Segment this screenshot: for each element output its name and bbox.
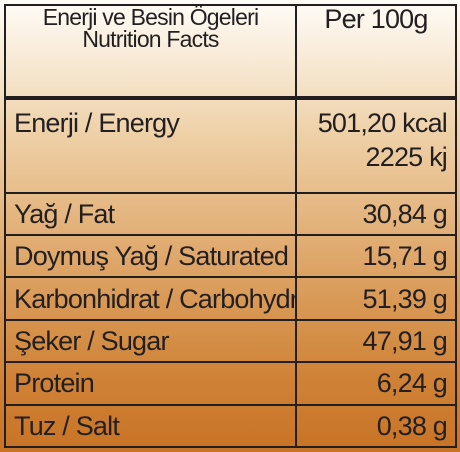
nutrient-row-fat: Yağ / Fat 30,84 g <box>4 191 457 236</box>
energy-kj: 2225 kj <box>365 142 448 173</box>
nutrient-label: Karbonhidrat / Carbohydrate <box>4 276 297 321</box>
nutrient-row-salt: Tuz / Salt 0,38 g <box>4 403 457 449</box>
header-label-en: Nutrition Facts <box>82 26 219 52</box>
nutrient-row-carbohydrate: Karbonhidrat / Carbohydrate 51,39 g <box>4 276 457 321</box>
nutrient-row-sugar: Şeker / Sugar 47,91 g <box>4 318 457 364</box>
nutrient-row-protein: Protein 6,24 g <box>4 361 457 406</box>
nutrient-label: Protein <box>4 361 297 406</box>
nutrition-table: Enerji ve Besin Ögeleri Nutrition Facts … <box>4 3 457 449</box>
table-header-row: Enerji ve Besin Ögeleri Nutrition Facts … <box>4 3 457 101</box>
energy-label: Enerji / Energy <box>4 97 297 194</box>
energy-row: Enerji / Energy 501,20 kcal 2225 kj <box>4 97 457 194</box>
header-per-100g: Per 100g <box>295 3 457 101</box>
energy-kcal: 501,20 kcal <box>317 108 448 139</box>
header-label-cell: Enerji ve Besin Ögeleri Nutrition Facts <box>4 3 297 101</box>
nutrient-label: Doymuş Yağ / Saturated Fat <box>4 233 297 279</box>
header-label-tr: Enerji ve Besin Ögeleri <box>42 5 259 30</box>
nutrient-label: Tuz / Salt <box>4 403 297 449</box>
nutrient-label: Yağ / Fat <box>4 191 297 236</box>
nutrient-value: 30,84 g <box>295 191 457 236</box>
nutrient-label: Şeker / Sugar <box>4 318 297 364</box>
nutrient-value: 0,38 g <box>295 403 457 449</box>
energy-value-cell: 501,20 kcal 2225 kj <box>295 97 457 194</box>
nutrient-value: 15,71 g <box>295 233 457 279</box>
nutrient-value: 51,39 g <box>295 276 457 321</box>
nutrient-value: 6,24 g <box>295 361 457 406</box>
nutrient-value: 47,91 g <box>295 318 457 364</box>
nutrient-row-saturated-fat: Doymuş Yağ / Saturated Fat 15,71 g <box>4 233 457 279</box>
